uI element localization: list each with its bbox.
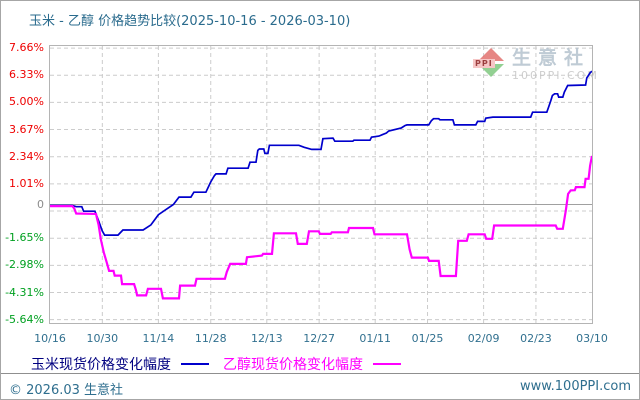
y-tick-label: 1.01% xyxy=(9,176,44,190)
y-tick-label: 0 xyxy=(37,197,44,211)
x-tick-label: 01/11 xyxy=(359,332,392,345)
y-tick-label: 7.66% xyxy=(9,41,44,55)
x-tick-label: 12/27 xyxy=(303,332,335,345)
x-tick-label: 11/28 xyxy=(194,332,227,345)
legend-label-corn: 玉米现货价格变化幅度 xyxy=(31,357,171,373)
series-layer xyxy=(50,70,592,300)
y-tick-label: -4.31% xyxy=(5,285,44,299)
x-tick-label: 12/13 xyxy=(250,332,283,345)
x-tick-label: 10/30 xyxy=(86,332,119,345)
watermark-site: 100PPI.COM xyxy=(512,69,599,82)
logo-ppi-text: PPI xyxy=(473,59,495,68)
x-tick-label: 02/23 xyxy=(520,332,552,345)
chart-legend: 玉米现货价格变化幅度 乙醇现货价格变化幅度 xyxy=(31,354,401,374)
watermark-text: 生意社 100PPI.COM xyxy=(512,48,599,82)
y-tick-label: 3.67% xyxy=(9,122,44,136)
watermark-brand: 生意社 xyxy=(512,47,591,69)
plot-area xyxy=(49,45,593,324)
legend-item-corn: 玉米现货价格变化幅度 xyxy=(31,354,209,374)
corn-line xyxy=(50,70,592,236)
legend-item-ethanol: 乙醇现货价格变化幅度 xyxy=(223,354,401,374)
y-tick-label: -5.64% xyxy=(5,312,44,326)
legend-label-ethanol: 乙醇现货价格变化幅度 xyxy=(223,357,363,373)
x-tick-label: 01/25 xyxy=(411,332,444,345)
y-tick-label: 2.34% xyxy=(9,149,44,163)
y-tick-label: -2.98% xyxy=(5,258,44,272)
x-tick-label: 10/16 xyxy=(34,332,66,345)
legend-swatch-ethanol xyxy=(373,363,401,365)
footer-divider xyxy=(1,373,639,374)
y-tick-label: -1.65% xyxy=(5,231,44,245)
copyright-text: © 2026.03 生意社 xyxy=(9,383,124,398)
x-tick-label: 11/14 xyxy=(142,332,175,345)
x-tick-label: 02/09 xyxy=(467,332,500,345)
y-tick-label: 5.00% xyxy=(9,95,44,109)
ethanol-line xyxy=(50,155,592,300)
x-tick-label: 03/10 xyxy=(576,332,608,345)
watermark: PPI 生意社 100PPI.COM xyxy=(473,48,599,82)
chart-title: 玉米 - 乙醇 价格趋势比较(2025-10-16 - 2026-03-10) xyxy=(29,14,351,29)
website-link[interactable]: www.100PPI.com xyxy=(519,379,631,394)
legend-swatch-corn xyxy=(181,363,209,365)
y-tick-label: 6.33% xyxy=(9,68,44,82)
logo-triangle-up xyxy=(478,48,504,61)
sunsirs-logo-icon: PPI xyxy=(473,48,505,79)
